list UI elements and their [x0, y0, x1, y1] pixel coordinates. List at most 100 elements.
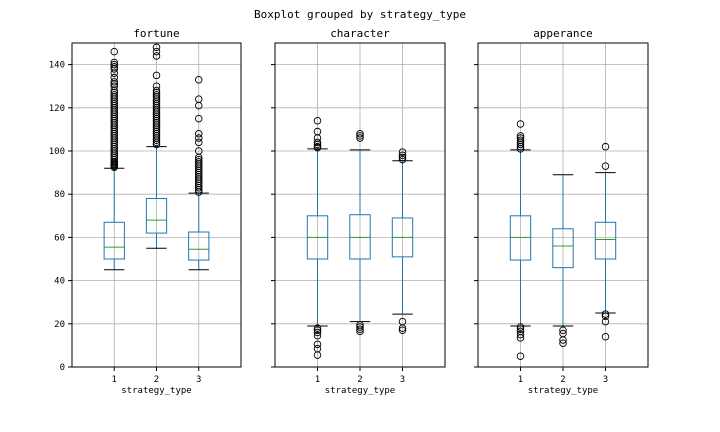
x-tick-label: 1 [518, 375, 523, 385]
outlier-point [152, 91, 161, 99]
outlier-point [516, 136, 525, 144]
outlier-point [110, 91, 118, 99]
x-tick-label: 1 [112, 375, 117, 385]
outlier-point [313, 328, 322, 337]
outlier-point [356, 323, 364, 331]
outlier-point [398, 317, 407, 326]
outlier-point [601, 142, 610, 151]
outlier-point [398, 148, 407, 156]
outlier-point [110, 47, 118, 56]
box-fortune-2 [145, 43, 168, 249]
box-iqr [145, 198, 168, 234]
outlier-point [516, 120, 525, 128]
outlier-point [601, 162, 610, 170]
box-iqr [188, 231, 210, 261]
outlier-point [110, 58, 118, 67]
outlier-point [356, 321, 364, 329]
outlier-point [356, 129, 364, 138]
outlier-point [356, 134, 364, 142]
box-apperance-1 [509, 120, 532, 360]
outlier-point [194, 158, 203, 166]
outlier-point [313, 340, 322, 349]
box-character-3 [391, 148, 414, 335]
box-iqr [509, 215, 532, 261]
x-axis-label: strategy_type [528, 386, 598, 396]
outlier-point [194, 155, 203, 164]
panel-title: apperance [533, 27, 593, 40]
outlier-point [194, 129, 203, 138]
outlier-point [356, 325, 364, 333]
outlier-point [516, 132, 525, 140]
outlier-point [398, 151, 407, 160]
box-iqr [103, 221, 125, 260]
outlier-point [152, 71, 161, 80]
x-tick-label: 2 [357, 375, 362, 385]
x-tick-label: 3 [603, 375, 608, 385]
outlier-point [194, 138, 203, 147]
outlier-point [313, 324, 322, 332]
outlier-point [313, 344, 322, 353]
box-iqr [594, 221, 617, 260]
box-iqr [552, 228, 574, 269]
outlier-point [601, 333, 610, 341]
outlier-point [313, 326, 322, 335]
box-character-1 [306, 117, 329, 359]
outlier-point [194, 95, 203, 103]
x-axis-label: strategy_type [121, 386, 191, 396]
y-tick-label: 0 [60, 363, 65, 373]
outlier-point [152, 82, 161, 90]
x-tick-label: 3 [196, 375, 201, 385]
outlier-point [110, 60, 118, 69]
outlier-point [313, 127, 322, 136]
panel-title: fortune [133, 27, 179, 40]
box-apperance-3 [594, 142, 617, 341]
outlier-point [398, 326, 407, 335]
y-tick-label: 120 [49, 104, 65, 114]
y-tick-label: 80 [54, 190, 65, 200]
outlier-point [152, 47, 161, 56]
y-tick-label: 40 [54, 277, 65, 287]
outlier-point [601, 312, 610, 320]
outlier-point [313, 117, 322, 125]
outlier-point [516, 352, 525, 360]
y-tick-label: 20 [54, 320, 65, 330]
outlier-point [110, 73, 118, 82]
box-character-2 [349, 129, 371, 336]
x-tick-label: 3 [400, 375, 405, 385]
outlier-point [601, 317, 610, 326]
y-tick-label: 140 [49, 61, 65, 71]
box-fortune-1 [103, 47, 125, 271]
box-fortune-3 [188, 75, 210, 271]
x-tick-label: 2 [154, 375, 159, 385]
outlier-point [194, 75, 203, 84]
outlier-point [313, 138, 322, 147]
panel-apperance: 1 2 3 apperance strategy_type [474, 27, 649, 396]
x-axis-label: strategy_type [325, 386, 395, 396]
outlier-point [194, 147, 203, 155]
x-tick-label: 2 [560, 375, 565, 385]
x-tick-label: 1 [315, 375, 320, 385]
box-apperance-2 [552, 174, 574, 347]
outlier-point [356, 132, 364, 140]
outlier-point [516, 327, 525, 336]
outlier-point [601, 310, 610, 318]
outlier-point [313, 331, 322, 340]
outlier-point [313, 142, 322, 151]
outlier-point [559, 326, 567, 335]
outlier-point [516, 323, 525, 331]
y-tick-label: 100 [49, 147, 65, 157]
box-iqr [349, 214, 371, 260]
panel-fortune: 0 20 40 60 80 100 120 140 1 2 3 fortune strategy_typ… [49, 27, 242, 396]
outlier-point [398, 155, 407, 164]
outlier-point [516, 325, 525, 333]
outlier-point [194, 114, 203, 123]
outlier-point [516, 134, 525, 142]
outlier-point [152, 86, 161, 95]
panel-title: character [330, 27, 390, 40]
outlier-point [516, 330, 525, 339]
outlier-point [110, 82, 118, 90]
outlier-point [110, 63, 118, 71]
y-tick-label: 60 [54, 233, 65, 243]
outlier-point [398, 153, 407, 162]
